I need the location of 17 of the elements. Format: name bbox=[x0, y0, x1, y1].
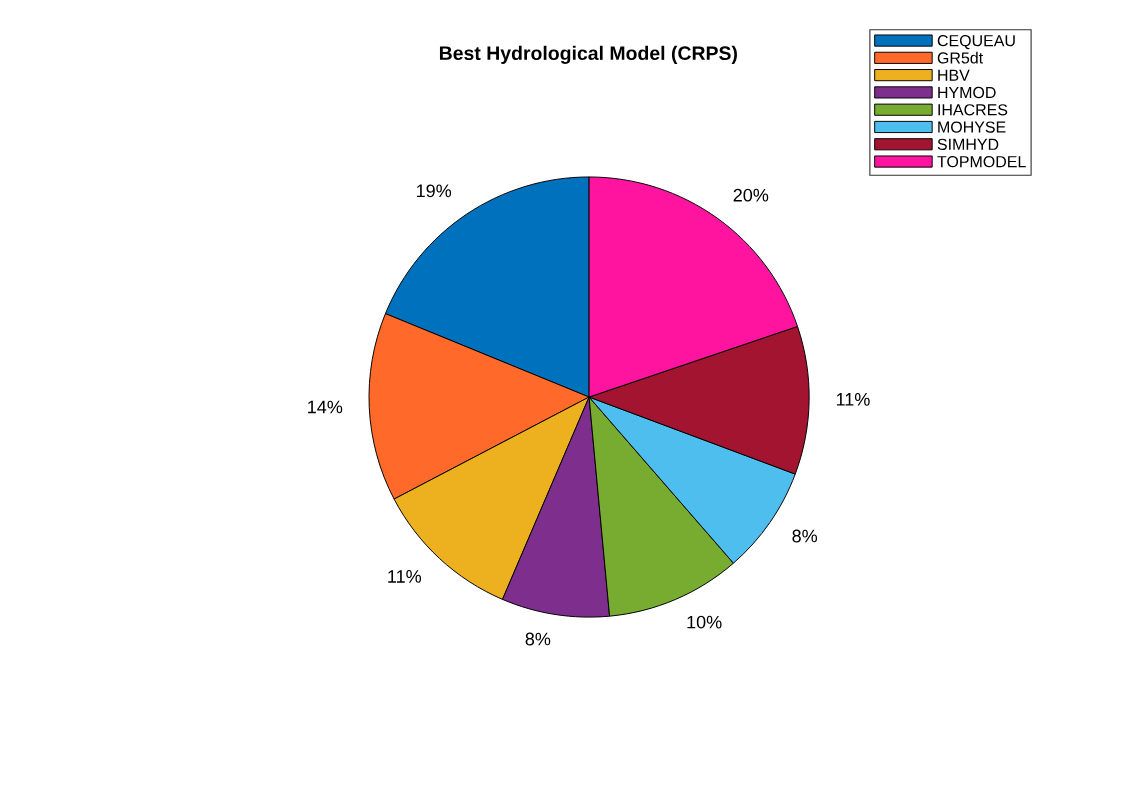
legend-label: HYMOD bbox=[938, 86, 996, 99]
legend-label: IHACRES bbox=[938, 104, 1008, 116]
data-label: 8% bbox=[792, 529, 818, 543]
data-label: 11% bbox=[388, 570, 422, 583]
data-label: 19% bbox=[416, 184, 452, 198]
data-label: 8% bbox=[525, 632, 551, 646]
legend-label: CEQUEAU bbox=[937, 34, 1015, 50]
data-label: 11% bbox=[836, 393, 870, 406]
legend-label: GR5dt bbox=[937, 51, 984, 64]
legend-label: MOHYSE bbox=[938, 121, 1006, 133]
data-label: 10% bbox=[687, 615, 722, 629]
data-label: 14% bbox=[308, 400, 343, 414]
legend-label: SIMHYD bbox=[937, 138, 999, 151]
legend-label: HBV bbox=[938, 69, 970, 81]
data-label: 20% bbox=[733, 188, 769, 202]
text: Best Hydrological Model (CRPS) bbox=[439, 45, 737, 64]
legend-label: TOPMODEL bbox=[937, 155, 1026, 168]
